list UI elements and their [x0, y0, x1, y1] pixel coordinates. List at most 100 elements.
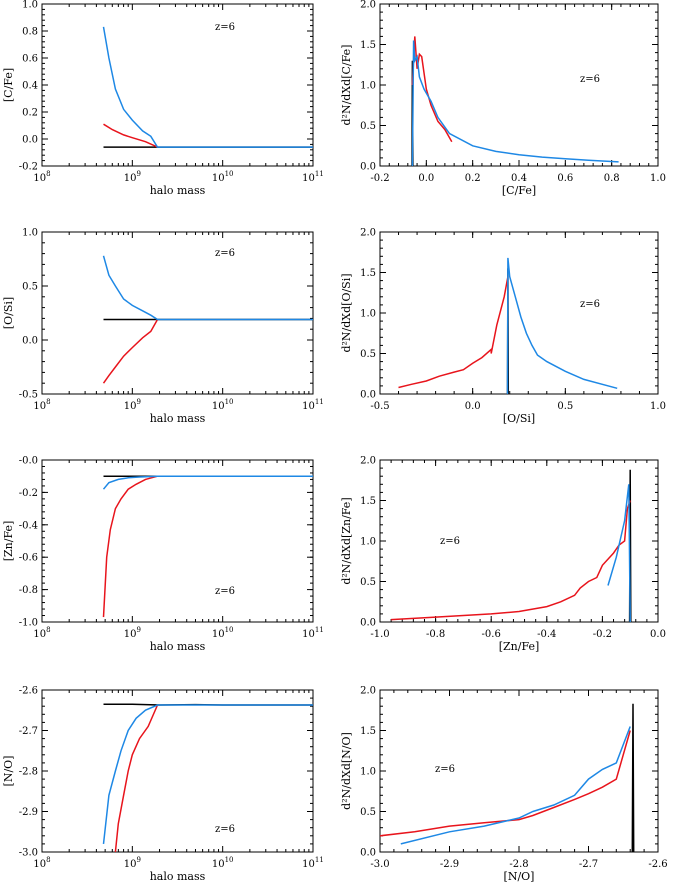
redshift-annotation: z=6: [580, 299, 600, 310]
y-tick-label: 0.6: [22, 54, 38, 65]
series-line-blue: [506, 257, 618, 394]
x-tick-label: 1011: [302, 398, 324, 412]
panel-8: -3.0 -2.9 -2.8 -2.7 -2.6 0.0 0.5 1.0 1.5 2.0 [N/O]…: [340, 686, 668, 884]
y-tick-label: 0.5: [360, 807, 376, 818]
x-tick-label: 109: [124, 626, 141, 640]
y-tick-label: 2.0: [360, 456, 376, 467]
y-tick-label: 0.5: [22, 282, 38, 293]
redshift-annotation: z=6: [215, 586, 235, 597]
x-tick-label: -2.7: [579, 859, 598, 870]
panel-5: 108 109 1010 1011 -1.0 -0.8 -0.6 -0.4 -0.2 -0.0 ha…: [2, 456, 324, 654]
series-line-red: [114, 704, 159, 852]
panel-2: -0.2 0.0 0.2 0.4 0.6 0.8 1.00.00.51.01.52.0[C/…: [340, 0, 666, 197]
series-line-blue: [102, 475, 313, 490]
y-tick-label: -0.5: [19, 390, 38, 401]
x-tick-label: -2.6: [648, 859, 667, 870]
x-tick-label: -0.5: [370, 401, 389, 412]
x-axis-label: [O/Si]: [503, 412, 535, 425]
y-tick-label: 0.5: [360, 577, 376, 588]
y-tick-label: 0.0: [22, 336, 38, 347]
x-tick-label: 1010: [212, 398, 234, 412]
x-tick-label: 0.6: [557, 173, 573, 184]
panel-6: -1.0 -0.8 -0.6 -0.4 -0.2 0.0 0.0 0.5 1.0 1.5 2.0 [Z…: [340, 456, 666, 654]
series-line-black: [631, 703, 635, 852]
series-line-red: [380, 730, 631, 837]
series-line-blue: [102, 26, 313, 148]
panel-4: -0.5 0.0 0.5 1.00.00.51.01.52.0[O/Si]d²N/dX…: [340, 228, 666, 426]
y-tick-label: -2.8: [19, 767, 38, 778]
x-tick-label: -3.0: [370, 859, 389, 870]
x-tick-label: -0.2: [593, 629, 612, 640]
y-tick-label: 0.5: [360, 349, 376, 360]
y-tick-label: 1.0: [360, 537, 376, 548]
redshift-annotation: z=6: [580, 74, 600, 85]
redshift-annotation: z=6: [435, 764, 455, 775]
y-tick-label: -0.0: [19, 456, 38, 467]
series-line-red: [398, 276, 509, 389]
y-tick-label: -1.0: [19, 618, 38, 629]
series-line-red: [102, 475, 158, 618]
plot-frame: [41, 459, 314, 623]
x-tick-label: 1011: [302, 170, 324, 184]
plot-frame: [379, 689, 659, 853]
x-axis-label: halo mass: [150, 412, 206, 425]
x-tick-label: 109: [124, 170, 141, 184]
y-axis-label: [N/O]: [2, 756, 15, 787]
y-tick-label: -0.4: [19, 520, 38, 531]
series-line-blue: [102, 704, 313, 844]
y-tick-label: 1.5: [360, 496, 376, 507]
y-tick-label: 1.5: [360, 40, 376, 51]
x-axis-label: halo mass: [150, 640, 206, 653]
x-tick-label: 109: [124, 398, 141, 412]
y-tick-label: -0.8: [19, 585, 38, 596]
x-tick-label: 109: [124, 856, 141, 870]
x-tick-label: -0.6: [482, 629, 501, 640]
x-tick-label: -2.8: [509, 859, 528, 870]
y-tick-label: 0.0: [360, 390, 376, 401]
x-axis-label: halo mass: [150, 184, 206, 197]
y-tick-label: 1.5: [360, 726, 376, 737]
redshift-annotation: z=6: [215, 22, 235, 33]
y-tick-label: 0.2: [22, 108, 38, 119]
series-line-red: [411, 36, 453, 143]
x-axis-label: [Zn/Fe]: [499, 640, 540, 653]
x-tick-label: 1011: [302, 856, 324, 870]
y-tick-label: 0.0: [22, 135, 38, 146]
y-tick-label: -0.2: [19, 488, 38, 499]
y-tick-label: 0.0: [360, 618, 376, 629]
x-tick-label: -0.8: [426, 629, 445, 640]
y-tick-label: 1.0: [360, 309, 376, 320]
x-axis-label: [N/O]: [504, 870, 535, 883]
y-tick-label: 0.4: [22, 81, 38, 92]
series-line-red: [102, 319, 159, 384]
series-line-blue: [411, 40, 619, 166]
y-tick-label: -0.2: [19, 162, 38, 173]
x-tick-label: 1010: [212, 626, 234, 640]
x-tick-label: 0.0: [465, 401, 481, 412]
y-tick-label: 1.0: [22, 228, 38, 239]
series-line-blue: [607, 484, 631, 622]
y-tick-label: 0.5: [360, 121, 376, 132]
x-tick-label: 1010: [212, 856, 234, 870]
y-tick-label: 1.0: [360, 81, 376, 92]
x-tick-label: 1011: [302, 626, 324, 640]
series-line-blue: [102, 255, 313, 321]
y-tick-label: 2.0: [360, 0, 376, 11]
plot-frame: [379, 459, 659, 623]
y-tick-label: 1.0: [22, 0, 38, 11]
panel-3: 108 109 1010 1011 -0.5 0.0 0.5 1.0 halo mass [O/S…: [2, 228, 324, 426]
y-tick-label: -2.7: [19, 726, 38, 737]
redshift-annotation: z=6: [215, 248, 235, 259]
x-axis-label: [C/Fe]: [502, 184, 536, 197]
y-tick-label: -3.0: [19, 848, 38, 859]
y-axis-label: d²N/dXd[O/Si]: [340, 273, 353, 352]
series-line-red: [391, 500, 631, 621]
plot-frame: [41, 3, 314, 167]
y-tick-label: 0.0: [360, 162, 376, 173]
y-tick-label: -0.6: [19, 553, 38, 564]
x-tick-label: 0.5: [557, 401, 573, 412]
y-tick-label: 0.8: [22, 27, 38, 38]
x-tick-label: 108: [33, 398, 50, 412]
x-tick-label: 1010: [212, 170, 234, 184]
